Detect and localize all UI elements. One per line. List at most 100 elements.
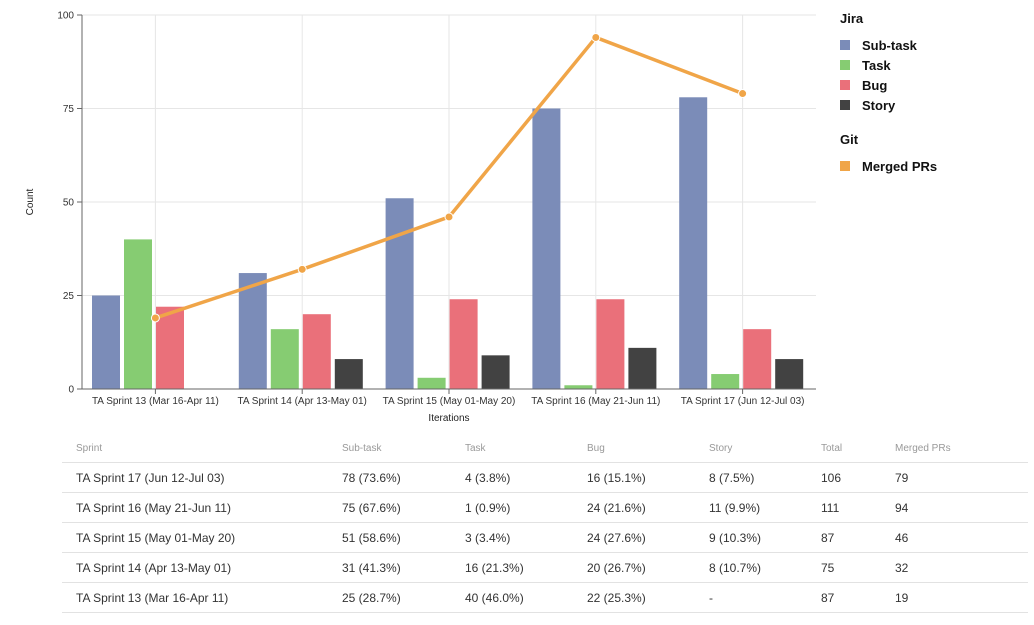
cell-bug: 24 (27.6%) [573, 522, 695, 553]
legend-label: Task [862, 57, 891, 73]
y-tick-label: 50 [63, 198, 75, 209]
y-tick-label: 75 [63, 104, 75, 115]
cell-story: - [695, 582, 807, 613]
cell-sprint: TA Sprint 15 (May 01-May 20) [62, 522, 328, 553]
cell-merged-prs: 32 [881, 552, 1028, 583]
point-merged-prs [591, 32, 601, 42]
bar-story [334, 359, 363, 389]
cell-bug: 20 (26.7%) [573, 552, 695, 583]
cell-story: 11 (9.9%) [695, 492, 807, 523]
cell-sub-task: 25 (28.7%) [328, 582, 451, 613]
cell-merged-prs: 94 [881, 492, 1028, 523]
bar-story [628, 347, 657, 389]
cell-total: 75 [807, 552, 881, 583]
legend-label: Merged PRs [862, 158, 938, 174]
cell-merged-prs: 79 [881, 462, 1028, 493]
cell-total: 106 [807, 462, 881, 493]
cell-story: 8 (7.5%) [695, 462, 807, 493]
bar-sub-task [679, 97, 708, 389]
bar-task [711, 374, 740, 389]
table-row: TA Sprint 14 (Apr 13-May 01) 31 (41.3%) … [62, 552, 1028, 583]
bar-bug [302, 314, 331, 389]
bar-sub-task [385, 198, 414, 389]
legend-swatch [840, 161, 850, 171]
cell-merged-prs: 46 [881, 522, 1028, 553]
column-header-sprint[interactable]: Sprint [76, 442, 103, 454]
y-tick-label: 0 [68, 385, 74, 396]
bar-story [775, 359, 804, 389]
legend-group-title: Git [840, 132, 859, 147]
table-row: TA Sprint 16 (May 21-Jun 11) 75 (67.6%) … [62, 492, 1028, 523]
legend-swatch [840, 60, 850, 70]
column-header-sub-task[interactable]: Sub-task [342, 442, 382, 454]
legend-swatch [840, 100, 850, 110]
x-tick-label: TA Sprint 15 (May 01-May 20) [383, 396, 516, 407]
column-header-story[interactable]: Story [709, 442, 733, 454]
cell-story: 9 (10.3%) [695, 522, 807, 553]
legend-item-merged-prs[interactable]: Merged PRs [840, 156, 1030, 176]
bar-task [417, 377, 446, 389]
legend-label: Sub-task [862, 37, 917, 53]
table-row: TA Sprint 17 (Jun 12-Jul 03) 78 (73.6%) … [62, 462, 1028, 493]
bar-task [124, 239, 152, 389]
point-merged-prs [738, 89, 748, 99]
bar-task [270, 329, 299, 389]
y-axis-title: Count [25, 188, 36, 215]
cell-story: 8 (10.7%) [695, 552, 807, 583]
point-merged-prs [297, 264, 307, 274]
legend-item-task[interactable]: Task [840, 55, 1030, 75]
cell-bug: 16 (15.1%) [573, 462, 695, 493]
legend-item-sub-task[interactable]: Sub-task [840, 35, 1030, 55]
legend-label: Bug [862, 77, 888, 93]
cell-sub-task: 51 (58.6%) [328, 522, 451, 553]
table-row: TA Sprint 15 (May 01-May 20) 51 (58.6%) … [62, 522, 1028, 553]
column-header-task[interactable]: Task [465, 442, 486, 454]
legend-item-bug[interactable]: Bug [840, 75, 1030, 95]
table-header-row: Sprint Sub-task Task Bug Story Total Mer… [62, 434, 1028, 463]
point-merged-prs [444, 212, 454, 222]
legend-group-title: Jira [840, 11, 864, 26]
bar-bug [449, 299, 478, 389]
column-header-bug[interactable]: Bug [587, 442, 605, 454]
legend-item-story[interactable]: Story [840, 95, 1030, 115]
cell-task: 16 (21.3%) [451, 552, 573, 583]
x-axis-title: Iterations [428, 413, 469, 424]
cell-total: 87 [807, 582, 881, 613]
bar-story [481, 355, 510, 389]
legend-swatch [840, 40, 850, 50]
bar-bug [743, 329, 772, 389]
bar-sub-task [532, 108, 561, 389]
cell-total: 87 [807, 522, 881, 553]
cell-total: 111 [807, 492, 881, 523]
cell-sub-task: 31 (41.3%) [328, 552, 451, 583]
cell-sprint: TA Sprint 16 (May 21-Jun 11) [62, 492, 328, 523]
bar-sub-task [238, 273, 267, 389]
cell-task: 1 (0.9%) [451, 492, 573, 523]
x-tick-label: TA Sprint 16 (May 21-Jun 11) [531, 396, 660, 407]
data-table: Sprint Sub-task Task Bug Story Total Mer… [62, 434, 1028, 613]
point-merged-prs [150, 313, 160, 323]
column-header-total[interactable]: Total [821, 442, 843, 454]
cell-bug: 22 (25.3%) [573, 582, 695, 613]
cell-sprint: TA Sprint 14 (Apr 13-May 01) [62, 552, 328, 583]
cell-bug: 24 (21.6%) [573, 492, 695, 523]
column-header-merged-prs[interactable]: Merged PRs [895, 442, 951, 454]
x-tick-label: TA Sprint 13 (Mar 16-Apr 11) [92, 396, 219, 407]
cell-sub-task: 78 (73.6%) [328, 462, 451, 493]
legend: Jira Sub-task Task Bug Story Git Merged PRs [840, 10, 1030, 176]
cell-sprint: TA Sprint 17 (Jun 12-Jul 03) [62, 462, 328, 493]
cell-sub-task: 75 (67.6%) [328, 492, 451, 523]
cell-task: 4 (3.8%) [451, 462, 573, 493]
y-tick-label: 100 [57, 11, 74, 22]
table-row: TA Sprint 13 (Mar 16-Apr 11) 25 (28.7%) … [62, 582, 1028, 613]
legend-swatch [840, 80, 850, 90]
chart-svg: 0 25 50 75 100 TA Sprint 13 (Mar 16-Apr 11) TA… [25, 11, 816, 424]
x-tick-label: TA Sprint 14 (Apr 13-May 01) [238, 396, 367, 407]
cell-task: 40 (46.0%) [451, 582, 573, 613]
cell-task: 3 (3.4%) [451, 522, 573, 553]
cell-merged-prs: 19 [881, 582, 1028, 613]
legend-label: Story [862, 97, 896, 113]
x-tick-label: TA Sprint 17 (Jun 12-Jul 03) [681, 396, 805, 407]
chart-area: 0 25 50 75 100 TA Sprint 13 (Mar 16-Apr 11) TA… [25, 10, 1030, 425]
cell-sprint: TA Sprint 13 (Mar 16-Apr 11) [62, 582, 328, 613]
